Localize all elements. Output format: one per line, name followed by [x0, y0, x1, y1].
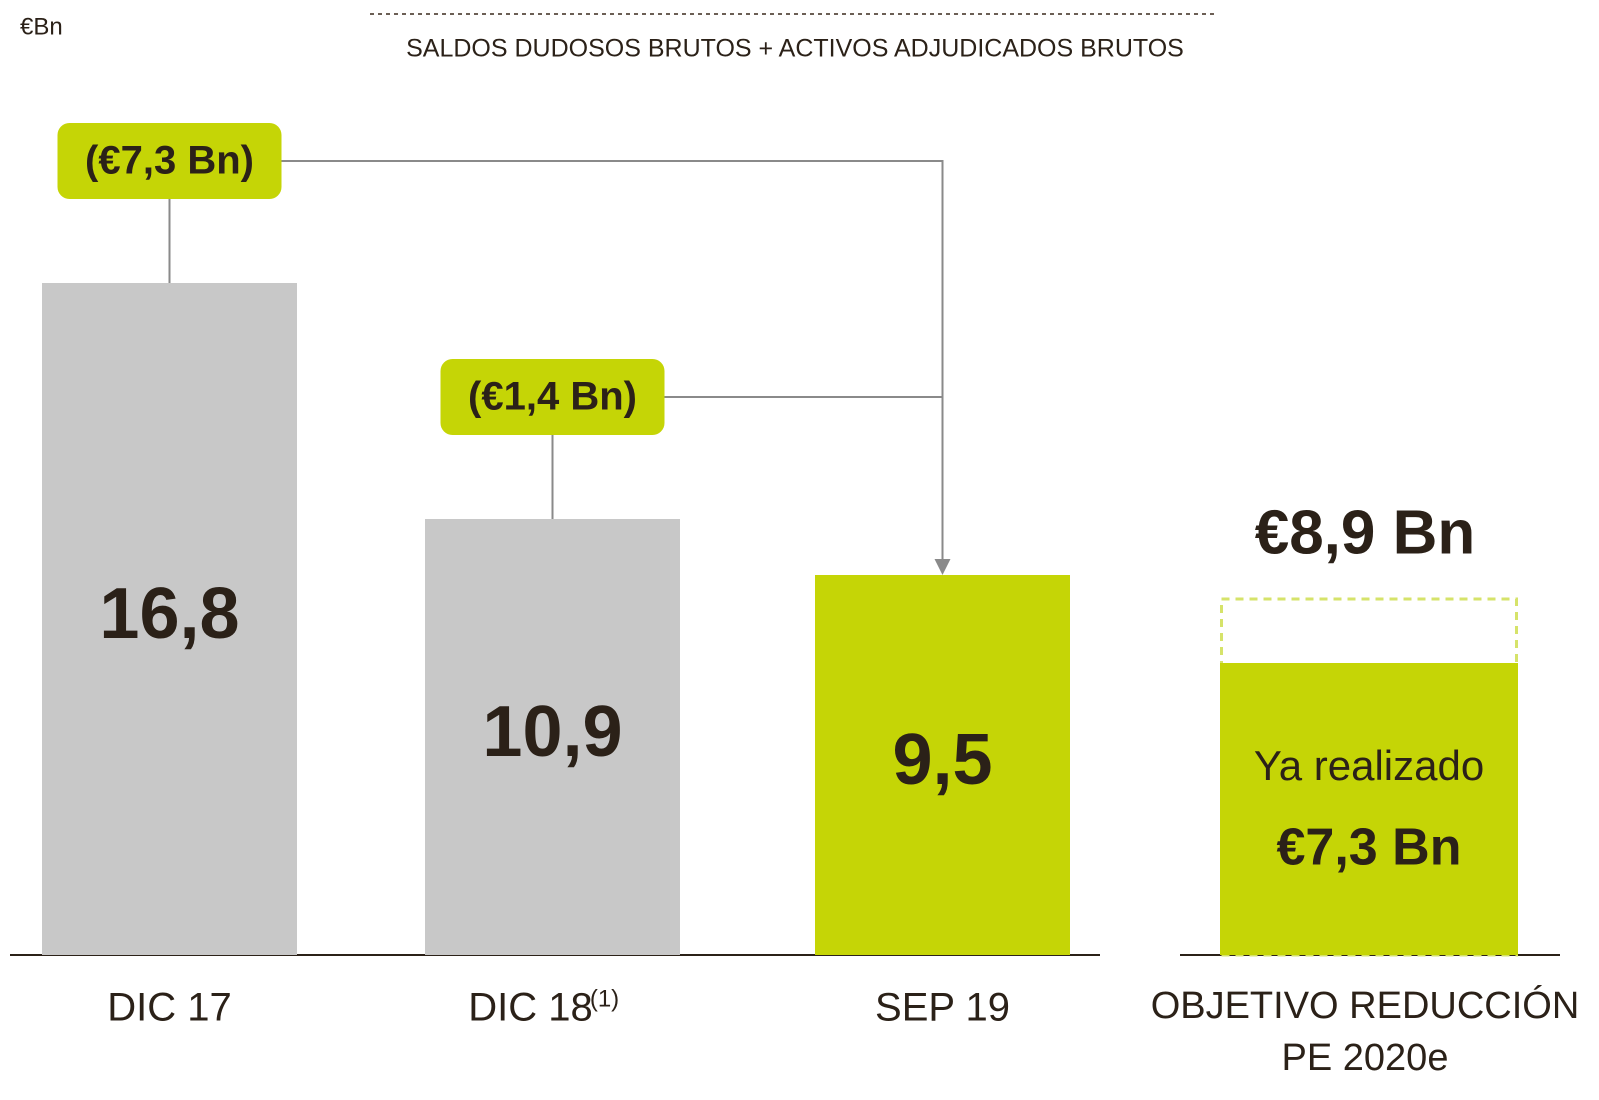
achieved-bar [1220, 663, 1518, 955]
bar [815, 575, 1070, 955]
bar [425, 519, 680, 955]
chart-title: SALDOS DUDOSOS BRUTOS + ACTIVOS ADJUDICA… [406, 35, 1184, 63]
arrow-head [934, 559, 951, 575]
target-label: €8,9 Bn [1255, 498, 1476, 567]
x-tick-label: PE 2020e [1282, 1037, 1449, 1079]
bar [42, 283, 297, 955]
x-tick-label: DIC 18 [468, 986, 593, 1030]
annotation-box [57, 123, 282, 199]
unit-label: €Bn [20, 13, 63, 40]
connector [552, 396, 944, 561]
value-label: 10,9 [482, 692, 622, 772]
annotation-box [440, 359, 665, 435]
x-tick-label: DIC 17 [107, 986, 232, 1030]
value-label: 9,5 [892, 720, 992, 800]
footnote: (1) [590, 985, 619, 1012]
x-tick-label: SEP 19 [875, 986, 1010, 1030]
value-label: 16,8 [99, 574, 239, 654]
achieved-text: Ya realizado [1254, 742, 1484, 789]
annotation-label: (€7,3 Bn) [85, 139, 254, 183]
achieved-label: €7,3 Bn [1277, 819, 1462, 877]
x-tick-label: OBJETIVO REDUCCIÓN [1151, 984, 1580, 1027]
annotation-label: (€1,4 Bn) [468, 375, 637, 419]
